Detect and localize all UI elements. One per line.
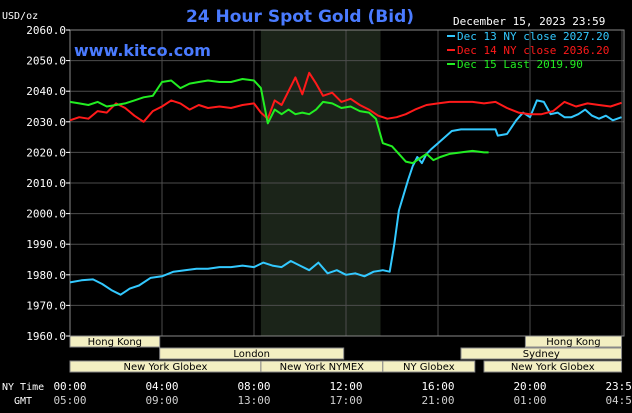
gmt-label: GMT xyxy=(14,396,32,407)
series-line-3 xyxy=(69,78,489,165)
x-tick-label-gmt: 21:00 xyxy=(421,394,454,407)
x-tick-label-ny: 04:00 xyxy=(145,380,178,393)
x-tick-label-ny: 12:00 xyxy=(329,380,362,393)
legend-entry: Dec 13 NY close 2027.20 xyxy=(457,30,609,43)
market-session-label: New York Globex xyxy=(124,362,208,373)
x-tick-label-gmt: 09:00 xyxy=(145,394,178,407)
y-tick-label: 2040.0 xyxy=(26,85,66,98)
x-tick-label-gmt: 17:00 xyxy=(329,394,362,407)
y-tick-label: 2020.0 xyxy=(26,146,66,159)
y-tick-label: 2010.0 xyxy=(26,177,66,190)
unit-label: USD/oz xyxy=(2,11,38,22)
y-tick-label: 1970.0 xyxy=(26,299,66,312)
x-tick-label-gmt: 05:00 xyxy=(53,394,86,407)
y-tick-label: 1980.0 xyxy=(26,269,66,282)
x-tick-label-gmt: 04:59 xyxy=(605,394,632,407)
y-tick-label: 1990.0 xyxy=(26,238,66,251)
y-tick-label: 2060.0 xyxy=(26,24,66,37)
market-session-bar xyxy=(159,347,345,360)
market-session-label: New York NYMEX xyxy=(280,362,365,373)
y-tick-label: 2050.0 xyxy=(26,55,66,68)
kitco-watermark: www.kitco.com xyxy=(74,41,211,60)
market-session-bar xyxy=(382,360,476,373)
x-tick-label-ny: 00:00 xyxy=(53,380,86,393)
series-line-2 xyxy=(69,71,622,123)
market-session-label: NY Globex xyxy=(403,362,455,373)
market-session-label: Hong Kong xyxy=(88,337,142,348)
date-stamp: December 15, 2023 23:59 xyxy=(453,15,605,28)
x-tick-label-ny: 23:59 xyxy=(605,380,632,393)
y-tick-label: 1960.0 xyxy=(26,330,66,343)
ny-time-label: NY Time xyxy=(2,382,44,393)
market-session-label: Sydney xyxy=(523,349,560,360)
market-session-label: London xyxy=(233,349,270,360)
market-session-bar xyxy=(69,335,161,348)
x-tick-label-ny: 20:00 xyxy=(513,380,546,393)
series-line-1 xyxy=(69,99,622,296)
x-tick-label-gmt: 13:00 xyxy=(237,394,270,407)
market-session-label: Hong Kong xyxy=(546,337,600,348)
market-session-bar xyxy=(460,347,623,360)
market-session-label: New York Globex xyxy=(511,362,595,373)
market-session-bar xyxy=(524,335,623,348)
x-tick-label-ny: 08:00 xyxy=(237,380,270,393)
x-tick-label-ny: 16:00 xyxy=(421,380,454,393)
legend-entry: Dec 14 NY close 2036.20 xyxy=(457,44,609,57)
y-tick-label: 2030.0 xyxy=(26,116,66,129)
y-tick-label: 2000.0 xyxy=(26,208,66,221)
chart-title: 24 Hour Spot Gold (Bid) xyxy=(186,7,414,27)
x-tick-label-gmt: 01:00 xyxy=(513,394,546,407)
market-session-bar xyxy=(483,360,623,373)
legend-entry: Dec 15 Last 2019.90 xyxy=(457,58,583,71)
